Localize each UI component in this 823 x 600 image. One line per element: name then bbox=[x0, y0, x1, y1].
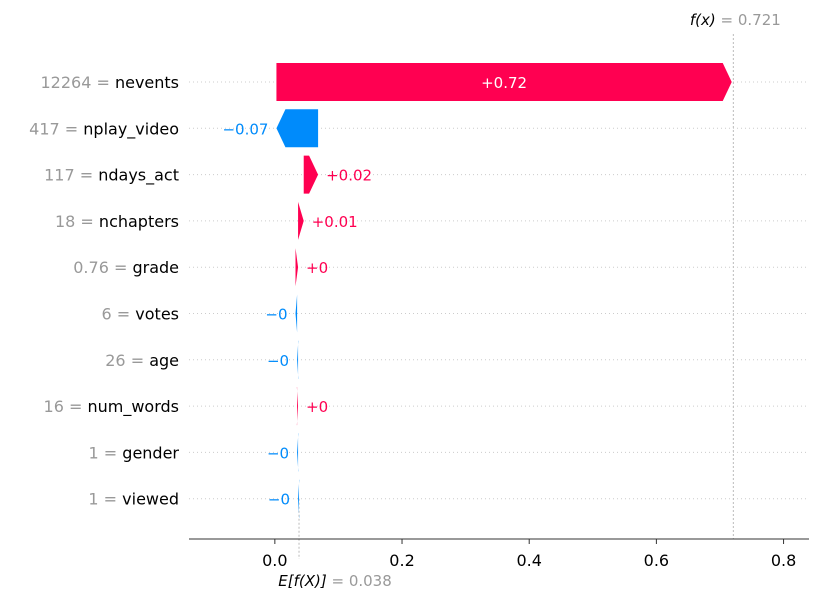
bar-nchapters bbox=[298, 201, 304, 240]
feature-label-votes: 6 = votes bbox=[102, 305, 179, 324]
x-tick-label: 0.6 bbox=[644, 551, 669, 570]
bar-value-label: −0 bbox=[267, 444, 289, 462]
feature-label-nchapters: 18 = nchapters bbox=[55, 212, 179, 231]
feature-name: ndays_act bbox=[98, 166, 179, 186]
feature-value: 12264 = bbox=[40, 73, 114, 92]
bar-value-label: +0.01 bbox=[312, 213, 358, 231]
feature-name: age bbox=[149, 351, 179, 370]
row-guides bbox=[189, 81, 809, 500]
bar-value-label: −0 bbox=[268, 491, 290, 509]
feature-value: 16 = bbox=[44, 397, 88, 416]
bar-gender bbox=[297, 433, 299, 472]
bar-votes bbox=[295, 294, 298, 333]
feature-label-nplay_video: 417 = nplay_video bbox=[29, 119, 179, 139]
feature-name: votes bbox=[135, 305, 179, 324]
feature-label-grade: 0.76 = grade bbox=[73, 258, 179, 277]
fx-equals: = bbox=[716, 11, 738, 29]
feature-name: viewed bbox=[122, 490, 179, 509]
bar-value-label: −0 bbox=[267, 352, 289, 370]
feature-name: num_words bbox=[87, 397, 179, 417]
feature-value: 18 = bbox=[55, 212, 99, 231]
reference-lines bbox=[298, 34, 734, 559]
efx-label: E[f(X)] bbox=[278, 572, 327, 590]
x-axis: 0.0 0.2 0.4 0.6 0.8 bbox=[189, 538, 809, 570]
feature-value: 0.76 = bbox=[73, 258, 132, 277]
bar-value-label: +0 bbox=[306, 259, 328, 277]
feature-label-viewed: 1 = viewed bbox=[88, 490, 179, 509]
bar-nevents bbox=[276, 63, 732, 101]
feature-name: nplay_video bbox=[83, 119, 179, 139]
bar-age bbox=[297, 340, 299, 379]
bar-grade bbox=[295, 248, 299, 287]
feature-name: grade bbox=[132, 258, 179, 277]
feature-label-num_words: 16 = num_words bbox=[44, 397, 179, 417]
bar-nplay_video bbox=[276, 109, 319, 148]
feature-value: 1 = bbox=[88, 490, 122, 509]
bar-ndays_act bbox=[303, 155, 319, 194]
feature-label-nevents: 12264 = nevents bbox=[40, 73, 179, 92]
feature-name: gender bbox=[122, 443, 179, 462]
bar-value-label: +0.02 bbox=[326, 167, 372, 185]
feature-value: 1 = bbox=[89, 443, 123, 462]
x-tick-label: 0.8 bbox=[771, 551, 796, 570]
feature-value: 417 = bbox=[29, 119, 83, 138]
feature-label-ndays_act: 117 = ndays_act bbox=[44, 166, 179, 186]
bar-viewed bbox=[298, 479, 300, 518]
fx-value: 0.721 bbox=[738, 11, 781, 29]
value-annotations: +0.72 −0.07 +0.02 +0.01 +0 −0 −0 +0 −0 −0 f(x) = 0… bbox=[222, 11, 780, 590]
bar-num_words bbox=[296, 387, 299, 426]
bar-value-label: −0.07 bbox=[222, 120, 268, 138]
feature-value: 6 = bbox=[102, 305, 136, 324]
efx-value: 0.038 bbox=[349, 572, 392, 590]
bars bbox=[276, 63, 732, 518]
feature-value: 26 = bbox=[105, 351, 149, 370]
bar-value-label: +0.72 bbox=[481, 74, 527, 92]
x-tick-label: 0.2 bbox=[389, 551, 414, 570]
fx-label: f(x) bbox=[690, 11, 716, 29]
feature-label-gender: 1 = gender bbox=[89, 443, 180, 462]
x-tick-label: 0.0 bbox=[262, 551, 287, 570]
efx-annotation: E[f(X)] = 0.038 bbox=[278, 572, 392, 590]
feature-labels: 12264 = nevents 417 = nplay_video 117 = nd… bbox=[29, 73, 179, 509]
feature-value: 117 = bbox=[44, 166, 98, 185]
x-tick-label: 0.4 bbox=[516, 551, 541, 570]
feature-label-age: 26 = age bbox=[105, 351, 179, 370]
feature-name: nchapters bbox=[99, 212, 179, 231]
feature-name: nevents bbox=[115, 73, 179, 92]
bar-value-label: −0 bbox=[265, 306, 287, 324]
efx-equals: = bbox=[327, 572, 349, 590]
bar-value-label: +0 bbox=[306, 398, 328, 416]
fx-annotation: f(x) = 0.721 bbox=[690, 11, 781, 29]
